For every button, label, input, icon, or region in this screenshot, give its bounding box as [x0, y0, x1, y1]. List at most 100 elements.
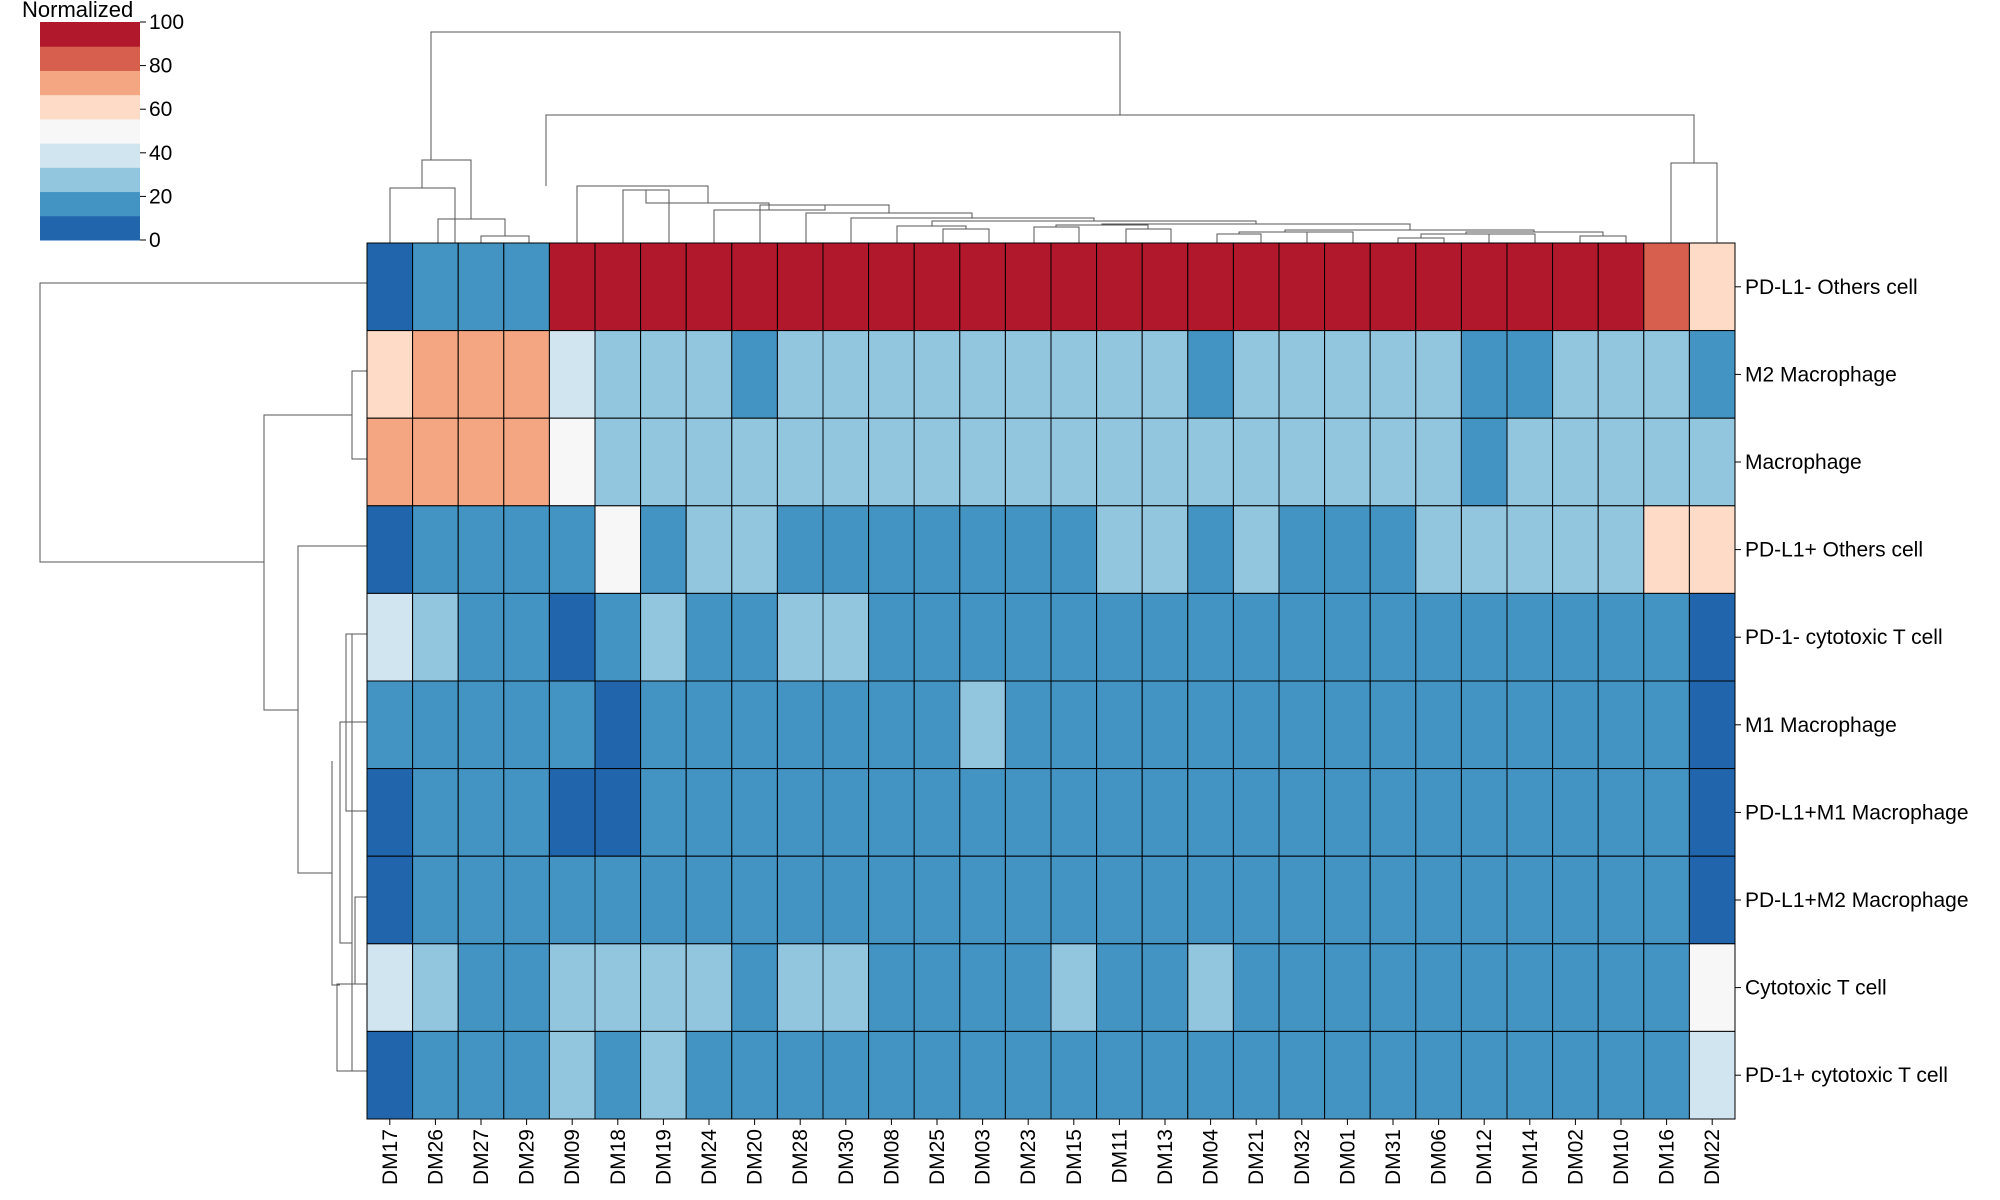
heatmap-cell — [594, 592, 642, 682]
colorbar-bin — [40, 22, 140, 47]
heatmap-cell — [1324, 680, 1371, 770]
colorbar-bin — [40, 70, 140, 96]
heatmap-cell — [822, 505, 870, 594]
column-label: DM02 — [1564, 1129, 1587, 1185]
heatmap-cell — [1415, 417, 1462, 507]
heatmap-cell — [594, 1030, 642, 1120]
heatmap-cell — [868, 330, 915, 419]
heatmap-cell — [1415, 330, 1462, 419]
heatmap-cell — [822, 592, 870, 682]
heatmap-cell — [412, 242, 459, 332]
heatmap-cell — [548, 855, 596, 945]
heatmap-cell — [1460, 330, 1508, 419]
heatmap-cell — [548, 505, 596, 594]
heatmap-cell — [1506, 417, 1554, 507]
heatmap-cell — [685, 592, 733, 682]
heatmap-cell — [868, 1030, 915, 1120]
heatmap-cell — [1460, 242, 1508, 332]
column-label: DM32 — [1291, 1129, 1314, 1185]
heatmap-cell — [503, 943, 550, 1032]
heatmap-cell — [731, 855, 778, 945]
heatmap-cell — [366, 592, 414, 682]
heatmap-cell — [685, 505, 733, 594]
heatmap-cell — [412, 680, 459, 770]
colorbar-bin — [40, 167, 140, 193]
heatmap-cell — [640, 1030, 687, 1120]
heatmap-cell — [457, 680, 505, 770]
heatmap-cell — [1506, 242, 1554, 332]
column-label: DM06 — [1428, 1129, 1451, 1185]
heatmap-cell — [1096, 680, 1143, 770]
heatmap-cell — [959, 1030, 1006, 1120]
heatmap-cell — [1096, 592, 1143, 682]
heatmap-cell — [1004, 855, 1052, 945]
colorbar-bin — [40, 46, 140, 71]
colorbar-bin — [40, 215, 140, 241]
heatmap-cell — [1597, 417, 1645, 507]
heatmap-cell — [1232, 855, 1280, 945]
row-dendrogram — [39, 282, 367, 1072]
heatmap-cell — [1460, 1030, 1508, 1120]
heatmap-cell — [412, 855, 459, 945]
heatmap-cell — [366, 417, 414, 507]
column-label: DM09 — [561, 1129, 584, 1185]
heatmap-cell — [1369, 855, 1417, 945]
heatmap-cell — [1506, 855, 1554, 945]
heatmap-cell — [959, 417, 1006, 507]
row-label: PD-L1+M2 Macrophage — [1745, 889, 1969, 912]
heatmap-cell — [1552, 505, 1599, 594]
heatmap-cell — [366, 1030, 414, 1120]
heatmap-cell — [1141, 943, 1189, 1032]
heatmap-cell — [822, 855, 870, 945]
heatmap-cell — [1141, 330, 1189, 419]
heatmap-cell — [868, 242, 915, 332]
heatmap-cell — [503, 768, 550, 857]
heatmap-cell — [959, 330, 1006, 419]
heatmap-cell — [1552, 943, 1599, 1032]
column-label: DM31 — [1382, 1129, 1405, 1185]
heatmap-cell — [731, 505, 778, 594]
heatmap-cell — [548, 417, 596, 507]
heatmap-cell — [1324, 1030, 1371, 1120]
heatmap-cell — [1096, 505, 1143, 594]
heatmap-cell — [1643, 592, 1690, 682]
row-label: PD-L1- Others cell — [1745, 276, 1918, 299]
heatmap-cell — [731, 680, 778, 770]
heatmap-cell — [776, 680, 824, 770]
column-label: DM19 — [652, 1129, 675, 1185]
heatmap-cell — [913, 1030, 961, 1120]
heatmap-cell — [1004, 505, 1052, 594]
column-label: DM23 — [1017, 1129, 1040, 1185]
heatmap-cell — [822, 242, 870, 332]
heatmap-cell — [1187, 943, 1234, 1032]
heatmap-cell — [366, 943, 414, 1032]
colorbar-bin — [40, 191, 140, 217]
heatmap-cell — [1232, 417, 1280, 507]
heatmap-cell — [1324, 855, 1371, 945]
heatmap-cell — [1460, 855, 1508, 945]
heatmap-cell — [1688, 330, 1736, 419]
heatmap-cell — [503, 1030, 550, 1120]
heatmap-cell — [1141, 417, 1189, 507]
heatmap-cell — [685, 943, 733, 1032]
heatmap-cell — [366, 330, 414, 419]
heatmap-cell — [1552, 768, 1599, 857]
heatmap-cell — [1688, 768, 1736, 857]
heatmap-cell — [959, 242, 1006, 332]
heatmap-cell — [1688, 417, 1736, 507]
heatmap-cell — [640, 505, 687, 594]
heatmap-cell — [1552, 855, 1599, 945]
heatmap-cell — [1324, 330, 1371, 419]
heatmap-cell — [1597, 943, 1645, 1032]
heatmap-cell — [1324, 768, 1371, 857]
column-label: DM10 — [1610, 1129, 1633, 1185]
column-label: DM17 — [379, 1129, 402, 1185]
heatmap-cell — [1552, 330, 1599, 419]
heatmap-cell — [776, 417, 824, 507]
heatmap-cell — [1004, 768, 1052, 857]
heatmap-cell — [1141, 768, 1189, 857]
heatmap-cell — [913, 768, 961, 857]
heatmap-cell — [1096, 855, 1143, 945]
heatmap-cell — [1460, 680, 1508, 770]
column-label: DM12 — [1473, 1129, 1496, 1185]
